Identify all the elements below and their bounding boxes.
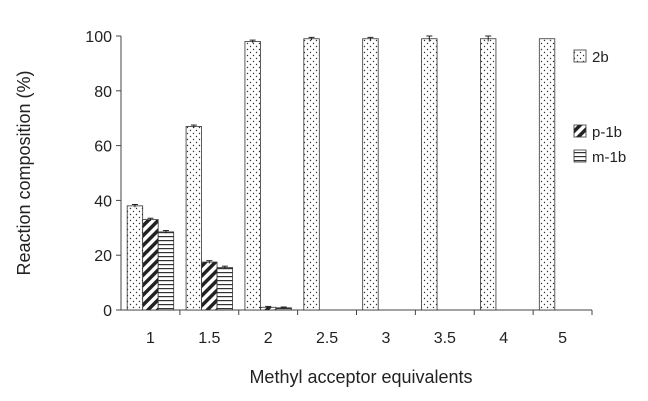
bar-m-1b [157, 231, 175, 311]
bar-p-1b [142, 219, 159, 311]
bars [126, 35, 556, 311]
y-tick-label: 40 [94, 193, 112, 210]
bar-2b [421, 38, 438, 311]
bar-2b [538, 38, 556, 311]
axis-labels: Reaction composition (%) Methyl acceptor… [14, 70, 473, 387]
legend-swatch-m-1b [573, 149, 587, 163]
bar-2b [303, 38, 320, 311]
x-tick-label: 3.5 [434, 330, 456, 347]
legend-label-m-1b: m-1b [592, 149, 626, 166]
legend-label-p-1b: p-1b [592, 124, 622, 141]
x-tick-label: 2 [264, 330, 273, 347]
y-tick-label: 80 [94, 84, 112, 101]
x-tick-label: 3 [381, 330, 390, 347]
bar-p-1b [201, 261, 218, 311]
x-axis-label: Methyl acceptor equivalents [249, 367, 472, 387]
y-axis-label: Reaction composition (%) [14, 70, 34, 275]
bar-2b [480, 38, 497, 311]
x-tick-label: 1.5 [198, 330, 220, 347]
y-tick-label: 100 [85, 29, 112, 46]
legend-swatch-2b [573, 49, 587, 63]
bar-2b [244, 41, 261, 311]
x-tick-label: 4 [499, 330, 508, 347]
x-tick-label: 1 [146, 330, 155, 347]
axes: 0 20 40 60 80 100 1 1.5 2 2.5 3 3.5 4 5 [85, 29, 593, 347]
bar-2b [126, 205, 144, 311]
legend-swatch-p-1b [573, 124, 587, 138]
y-tick-label: 60 [94, 139, 112, 156]
bar-2b [185, 126, 202, 311]
bar-2b [362, 38, 379, 311]
bar-m-1b [216, 267, 233, 311]
legend-label-2b: 2b [592, 49, 609, 66]
x-tick-label: 5 [558, 330, 567, 347]
y-tick-label: 20 [94, 248, 112, 265]
x-tick-label: 2.5 [316, 330, 338, 347]
legend: 2b p-1b m-1b [573, 49, 626, 166]
y-tick-label: 0 [103, 303, 112, 320]
